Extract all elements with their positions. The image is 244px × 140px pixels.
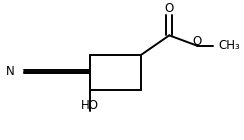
Text: CH₃: CH₃ [218, 39, 240, 52]
Text: HO: HO [81, 99, 99, 112]
Text: O: O [165, 2, 174, 15]
Text: N: N [6, 65, 15, 78]
Text: O: O [193, 35, 202, 48]
